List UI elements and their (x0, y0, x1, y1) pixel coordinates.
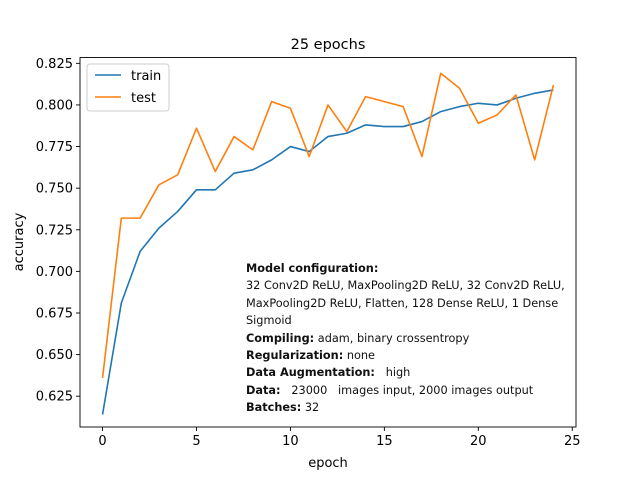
x-tick-label: 25 (564, 434, 581, 449)
model-config-annotation: Model configuration: 32 Conv2D ReLU, Max… (246, 260, 576, 417)
x-tick-label: 10 (282, 434, 299, 449)
annotation-heading: Model configuration: (246, 262, 379, 275)
series-line-train (101, 89, 554, 415)
y-tick-label: 0.725 (36, 223, 73, 238)
x-tick-label: 20 (470, 434, 487, 449)
y-axis-label: accuracy (12, 212, 27, 271)
plot-lines (101, 72, 555, 415)
annotation-batches: Batches: 32 (246, 401, 320, 415)
x-tick-label: 0 (98, 434, 106, 449)
y-tick-label: 0.775 (36, 140, 73, 155)
legend-label-test: test (131, 91, 156, 106)
annotation-compiling: Compiling: adam, binary crossentropy (246, 331, 470, 345)
y-tick-label: 0.650 (36, 348, 73, 363)
x-axis-ticks: 0 5 10 15 20 25 (98, 427, 581, 449)
plot-frame (79, 57, 577, 428)
annotation-regularization: Regularization: none (246, 349, 376, 363)
x-tick-label: 5 (192, 434, 200, 449)
y-tick-label: 0.700 (36, 265, 73, 280)
x-tick-label: 15 (376, 434, 393, 449)
annotation-model: 32 Conv2D ReLU, MaxPooling2D ReLU, 32 Co… (246, 279, 565, 328)
chart-title: 25 epochs (291, 37, 366, 53)
series-line-test (101, 72, 555, 378)
y-axis-ticks: 0.625 0.650 0.675 0.700 0.725 0.750 0.775 0.800… (36, 57, 80, 405)
y-tick-label: 0.625 (36, 390, 73, 405)
annotation-data: Data: 23000 images input, 2000 images ou… (246, 383, 534, 397)
y-tick-label: 0.825 (36, 57, 73, 72)
legend-label-train: train (131, 69, 161, 84)
y-tick-label: 0.675 (36, 306, 73, 321)
y-tick-label: 0.800 (36, 98, 73, 113)
y-tick-label: 0.750 (36, 182, 73, 197)
legend: train test (86, 63, 170, 112)
x-axis-label: epoch (308, 456, 348, 471)
annotation-augmentation: Data Augmentation: high (246, 366, 411, 380)
